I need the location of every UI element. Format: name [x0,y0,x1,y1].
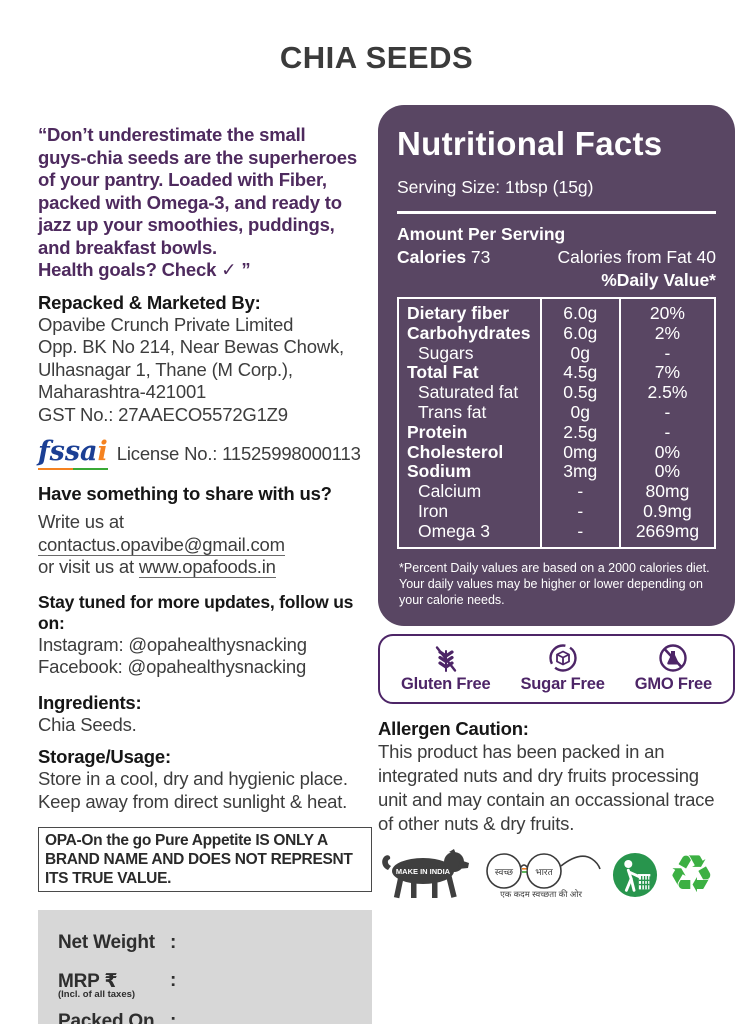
address-line-2: Ulhasnagar 1, Thane (M Corp.), [38,358,293,380]
daily-value-footnote: *Percent Daily values are based on a 200… [399,560,710,607]
website-link[interactable]: www.opafoods.in [138,556,276,578]
swachh-bharat-logo: स्वच्छ भारत एक कदम स्वच्छता की ओर [480,849,602,900]
gluten-free-badge: Gluten Free [401,645,491,694]
table-row: Dietary fiber 6.0g 20% [398,298,715,324]
table-row: Omega 3-2669mg [398,521,715,548]
table-row: Saturated fat 0.5g 2.5% [398,382,715,403]
brand-disclaimer-box: OPA-On the go Pure Appetite IS ONLY A BR… [38,827,372,892]
allergen-text: This product has been packed in an integ… [378,740,715,834]
serving-size: Serving Size: 1tbsp (15g) [397,177,594,197]
facebook-handle: Facebook: @opahealthysnacking [38,656,307,677]
gmo-free-label: GMO Free [634,674,712,693]
swachh-bharat-glasses-icon: स्वच्छ भारत [486,853,601,889]
allergen-heading: Allergen Caution: [378,717,529,739]
product-quote: “Don’t underestimate the small guys-chia… [38,124,357,280]
fssai-license-number: License No.: 11525998000113 [116,443,361,465]
table-row: Total Fat 4.5g 7% [398,363,715,384]
packed-on-label: Packed On [58,1011,155,1024]
storage-heading: Storage/Usage: [38,746,171,767]
make-in-india-lion-icon: MAKE IN INDIA [382,848,469,898]
svg-text:MAKE IN INDIA: MAKE IN INDIA [396,867,451,876]
swachh-bharat-caption: एक कदम स्वच्छता की ओर [500,889,582,900]
table-row: Trans fat 0g - [398,402,715,423]
table-row: Sodium 3mg 0% [398,462,715,483]
svg-text:स्वच्छ: स्वच्छ [495,868,514,878]
certification-icons-row: MAKE IN INDIA स्वच्छ भारत एक कदम स्वच्छत… [378,848,735,902]
daily-value-heading: %Daily Value* [601,270,716,290]
sugar-free-icon [548,643,577,672]
instagram-handle: Instagram: @opahealthysnacking [38,633,307,655]
net-weight-label: Net Weight [58,932,155,953]
write-us-label: Write us at [38,511,124,532]
sugar-free-label: Sugar Free [520,674,605,693]
table-row: Iron -0.9mg [398,501,715,522]
allergen-section: Allergen Caution: This product has been … [378,718,735,836]
table-row: Protein 2.5g - [398,422,715,443]
table-row: Calcium -80mg [398,481,715,502]
mrp-row: MRP ₹ : (Incl. of all taxes) [58,970,177,1000]
table-row: Sugars 0g - [398,343,715,364]
mrp-taxes-note: (Incl. of all taxes) [58,989,136,1000]
page-title: CHIA SEEDS [279,40,474,75]
storage-text: Store in a cool, dry and hygienic place.… [38,768,348,812]
fssai-license-row: fssai License No.: 11525998000113 [38,438,372,470]
gmo-free-icon [659,643,688,672]
net-weight-row: Net Weight : [58,932,177,953]
gmo-free-badge: GMO Free [635,643,712,694]
recycle-icon: ♻ [668,845,715,904]
ingredients-value: Chia Seeds. [38,713,137,735]
gluten-free-icon [435,645,456,672]
calories-label: Calories [397,247,467,267]
tidyman-dispose-icon [612,852,658,897]
free-from-badges: Gluten Free Sugar Free GMO F [378,633,735,704]
gluten-free-label: Gluten Free [401,674,491,693]
divider [397,211,716,214]
address-line-1: Opp. BK No 214, Near Bewas Chowk, [38,336,344,357]
packed-on-row: Packed On : [58,1011,352,1024]
nutrition-facts-panel: Nutritional Facts Serving Size: 1tbsp (1… [378,105,735,626]
fssai-logo: fssai [38,438,108,470]
calories-from-fat: Calories from Fat 40 [557,247,716,267]
table-row: Carbohydrates 6.0g 2% [398,323,715,344]
ingredients-heading: Ingredients: [38,691,142,713]
table-row: Cholesterol 0mg 0% [398,442,715,463]
calories-value: 73 [466,247,491,267]
company-name: Opavibe Crunch Private Limited [38,313,294,335]
pack-details-box: Net Weight : MRP ₹ : (Incl. of all taxes… [38,910,372,1024]
share-heading: Have something to share with us? [38,483,332,504]
amount-per-serving-heading: Amount Per Serving [397,224,566,244]
social-heading: Stay tuned for more updates, follow us o… [38,591,354,633]
sugar-free-badge: Sugar Free [521,643,605,694]
visit-us-label: or visit us at [38,556,139,577]
calories-row: Calories 73 Calories from Fat 40 [397,247,716,268]
mrp-label: MRP ₹ [58,971,118,992]
address-line-3: Maharashtra-421001 [38,381,207,402]
left-column: “Don’t underestimate the small guys-chia… [38,124,372,1024]
nutrition-facts-title: Nutritional Facts [397,125,663,162]
right-column: Nutritional Facts Serving Size: 1tbsp (1… [378,105,735,902]
nutrition-table: Dietary fiber 6.0g 20% Carbohydrates 6.0g 2%… [397,297,716,549]
gst-number: GST No.: 27AAECO5572G1Z9 [38,403,288,425]
svg-text:भारत: भारत [535,868,553,878]
repacked-heading: Repacked & Marketed By: [38,291,261,313]
email-link[interactable]: contactus.opavibe@gmail.com [38,533,285,556]
